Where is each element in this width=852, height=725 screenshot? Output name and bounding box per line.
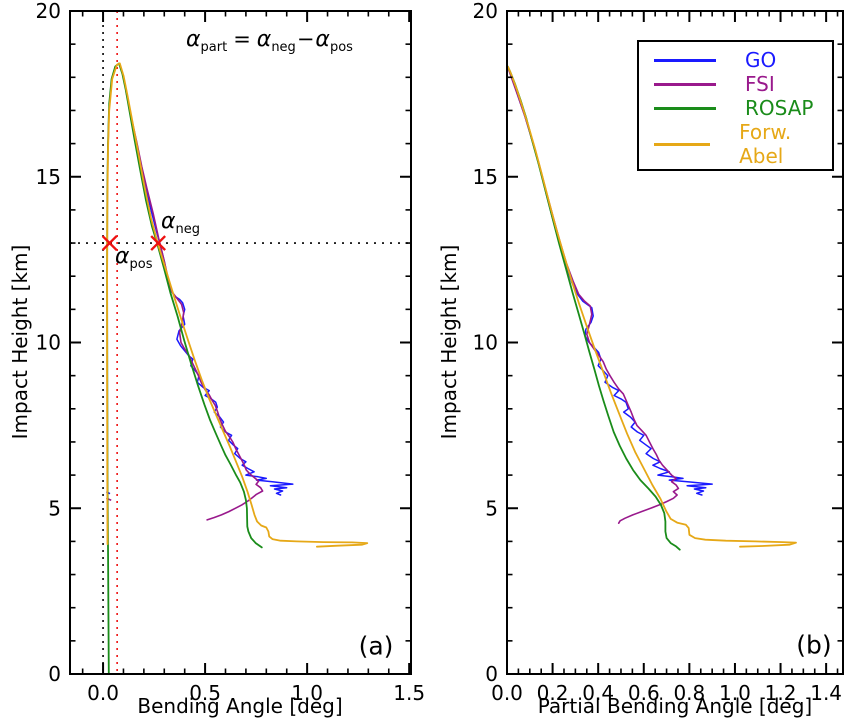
- y-tick-label: 15: [473, 165, 498, 189]
- legend-label: FSI: [745, 72, 775, 96]
- x-tick-label: 1.0: [719, 681, 751, 705]
- legend-label: GO: [745, 48, 777, 72]
- alpha-part-symbol: α: [186, 27, 201, 52]
- legend-entry-rosap: ROSAP: [639, 96, 832, 120]
- series-line-forw-abel: [106, 62, 369, 548]
- legend-entry-forw-abel: Forw. Abel: [639, 120, 832, 168]
- legend-line-sample: [654, 82, 716, 86]
- panel-frame: [69, 10, 412, 675]
- series-line-forw-abel: [507, 65, 797, 548]
- series-line-go: [125, 91, 294, 496]
- legend: GO FSI ROSAP Forw. Abel: [637, 40, 834, 171]
- y-tick-label: 0: [48, 662, 61, 686]
- legend-entry-go: GO: [639, 48, 832, 72]
- alpha-neg-symbol: α: [256, 27, 272, 52]
- x-tick-label: 1.0: [291, 681, 323, 705]
- x-tick-label: 1.4: [810, 681, 842, 705]
- x-tick-label: 0.2: [537, 681, 569, 705]
- x-tick-label: 0.4: [582, 681, 614, 705]
- alpha-equation-annotation: αpart = αneg−αpos: [186, 27, 353, 56]
- legend-entry-fsi: FSI: [639, 72, 832, 96]
- x-cross-marker: [101, 235, 118, 251]
- x-cross-marker: [150, 235, 167, 251]
- legend-label: Forw. Abel: [739, 120, 792, 168]
- y-tick-label: 15: [36, 165, 61, 189]
- series-line-fsi: [125, 89, 264, 521]
- y-tick-label: 20: [36, 0, 61, 23]
- y-tick-label: 5: [48, 496, 61, 520]
- legend-line-sample: [654, 58, 716, 62]
- x-tick-label: 1.2: [765, 681, 797, 705]
- legend-label: ROSAP: [745, 96, 814, 120]
- y-tick-label: 20: [473, 0, 498, 23]
- x-tick-label: 0.8: [673, 681, 705, 705]
- y-tick-label: 10: [36, 331, 61, 355]
- y-tick-label: 5: [485, 496, 498, 520]
- panel-a-yaxis-title: Impact Height [km]: [8, 244, 32, 440]
- alpha-pos-marker-label: αpos: [115, 244, 153, 272]
- x-tick-label: 0.0: [87, 681, 119, 705]
- alpha-pos-symbol: α: [315, 27, 330, 52]
- legend-line-sample: [654, 106, 716, 110]
- panel-a-xaxis-title: Bending Angle [deg]: [137, 694, 343, 718]
- alpha-neg-marker-label: αneg: [161, 209, 201, 237]
- panel-b-label: (b): [796, 630, 832, 660]
- x-tick-label: 0.5: [189, 681, 221, 705]
- panel-b-yaxis-title: Impact Height [km]: [437, 244, 461, 440]
- legend-line-sample: [654, 142, 711, 146]
- series-line-rosap: [106, 62, 263, 675]
- panel-b-xaxis-title: Partial Bending Angle [deg]: [537, 694, 813, 718]
- y-tick-label: 0: [485, 662, 498, 686]
- x-tick-label: 0.0: [491, 681, 523, 705]
- y-tick-label: 10: [473, 331, 498, 355]
- x-tick-label: 0.6: [628, 681, 660, 705]
- x-tick-label: 1.5: [393, 681, 425, 705]
- panel-a-label: (a): [358, 631, 394, 661]
